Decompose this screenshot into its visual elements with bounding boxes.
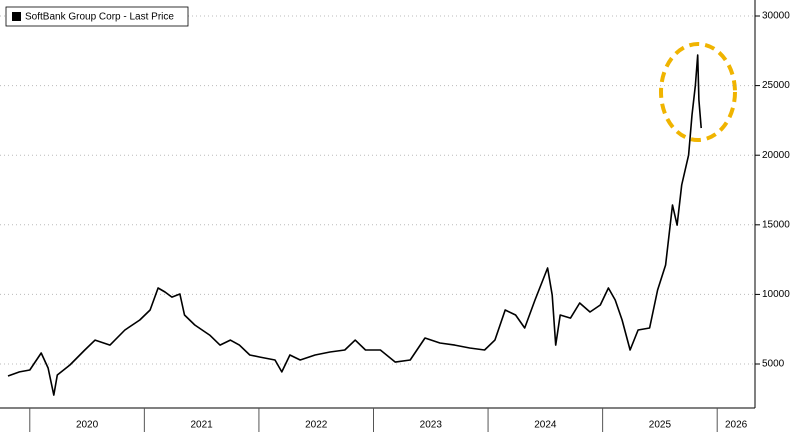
x-tick-label: 2022 bbox=[305, 420, 328, 431]
y-tick-label: 5000 bbox=[762, 359, 785, 370]
y-tick-label: 20000 bbox=[762, 150, 790, 161]
x-tick-label: 2020 bbox=[76, 420, 99, 431]
x-tick-label: 2026 bbox=[725, 420, 748, 431]
x-tick-label: 2023 bbox=[420, 420, 443, 431]
x-tick-label: 2025 bbox=[649, 420, 672, 431]
highlight-circle bbox=[659, 42, 737, 142]
legend-swatch bbox=[12, 12, 21, 21]
x-tick-label: 2024 bbox=[534, 420, 557, 431]
y-tick-label: 30000 bbox=[762, 11, 790, 22]
legend-box bbox=[5, 6, 189, 27]
x-tick-label: 2021 bbox=[191, 420, 214, 431]
legend-label: SoftBank Group Corp - Last Price bbox=[25, 12, 174, 23]
legend: SoftBank Group Corp - Last Price bbox=[5, 6, 189, 27]
y-tick-label: 15000 bbox=[762, 219, 790, 230]
price-line bbox=[7, 54, 702, 396]
y-tick-label: 10000 bbox=[762, 289, 790, 300]
y-tick-label: 25000 bbox=[762, 80, 790, 91]
